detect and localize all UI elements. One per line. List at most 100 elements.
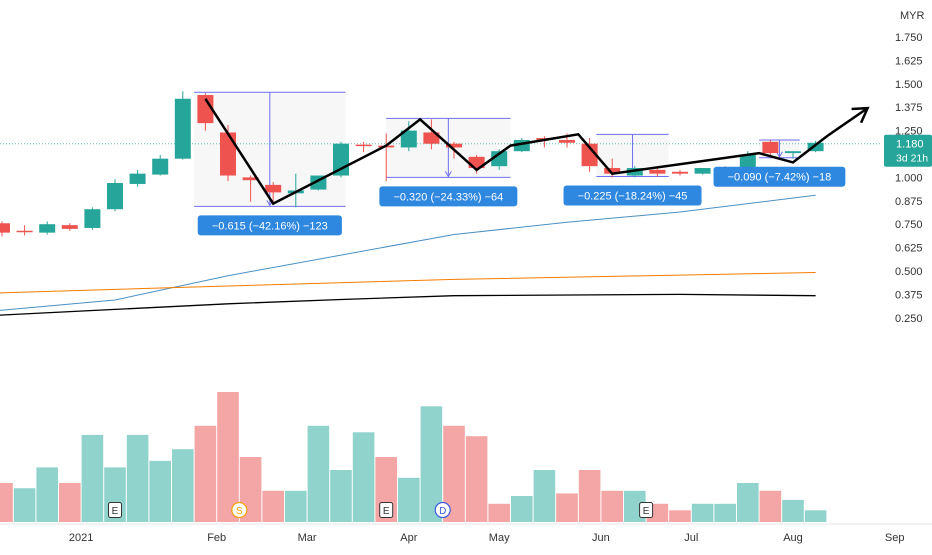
volume-bar <box>578 470 601 522</box>
time-tick-label: Sep <box>885 532 905 544</box>
candle-body <box>39 224 56 233</box>
candle-body <box>446 143 462 148</box>
volume-bar <box>782 499 804 522</box>
volume-bar <box>81 434 104 522</box>
candle-body <box>220 132 236 176</box>
volume-bar <box>217 392 239 522</box>
volume-bar <box>804 510 827 522</box>
moving-average-mid <box>0 272 816 294</box>
candle-body <box>16 230 33 233</box>
currency-label: MYR <box>900 10 925 22</box>
candle-body <box>423 132 440 144</box>
volume-bar <box>330 470 352 522</box>
moving-average-short <box>0 194 816 311</box>
price-tick-label: 0.250 <box>895 313 923 325</box>
measure-label-bg <box>197 215 342 236</box>
volume-bar <box>149 460 171 522</box>
candle-body <box>0 223 10 233</box>
measure-arrow-head <box>444 171 452 178</box>
measure-arrow-head <box>776 151 783 158</box>
volume-bar <box>36 467 58 522</box>
candle-body <box>807 142 824 152</box>
last-price-value: 1.180 <box>896 139 924 151</box>
volume-bar <box>59 483 81 522</box>
time-tick-label: Aug <box>783 532 803 544</box>
earnings-marker <box>639 502 654 518</box>
price-tick-label: 1.375 <box>895 102 923 114</box>
candle-body <box>649 169 666 174</box>
event-marker-letter: E <box>112 506 119 517</box>
price-tick-label: 1.625 <box>895 55 923 67</box>
candle-body <box>400 130 417 148</box>
measure-label: −0.225 (−18.24%) −45 <box>578 190 688 202</box>
measure-label: −0.090 (−7.42%) −18 <box>728 172 832 184</box>
time-axis[interactable]: 2021 Feb Mar Apr May Jun Jul Aug Sep <box>0 523 932 544</box>
measure-label-bg <box>563 185 702 206</box>
event-marker-letter: E <box>643 506 650 517</box>
volume-bar <box>601 490 623 522</box>
volume-bar <box>262 490 284 522</box>
last-price-tag <box>884 134 932 167</box>
price-tick-label: 1.500 <box>895 79 923 91</box>
candle-body <box>739 154 756 170</box>
earnings-marker <box>108 502 122 518</box>
time-tick-label: May <box>489 532 510 544</box>
candle-body <box>762 141 779 154</box>
zigzag-arrow-head <box>851 106 870 124</box>
volume-bar <box>172 449 194 522</box>
measure-label-bg <box>713 166 846 187</box>
measure-label-bg <box>379 186 518 207</box>
candle-body <box>61 225 78 229</box>
candle-body <box>84 209 101 228</box>
candle-body <box>694 168 711 174</box>
event-marker-letter: S <box>236 506 243 517</box>
volume-bar <box>285 490 307 522</box>
price-tick-label: 0.750 <box>895 219 923 231</box>
price-axis[interactable]: MYR 1.750 1.625 1.500 1.375 1.250 1.000 0.875 0.… <box>884 10 932 325</box>
volume-bar <box>714 503 736 522</box>
candle-body <box>197 95 214 124</box>
price-tick-label: 0.875 <box>895 196 923 208</box>
price-tick-label: 1.250 <box>895 126 923 138</box>
price-tick-label: 1.000 <box>895 172 923 184</box>
moving-average-layer <box>0 194 816 316</box>
volume-bar <box>669 510 691 522</box>
volume-bar <box>737 483 759 522</box>
zigzag-pattern-line <box>204 98 869 206</box>
time-tick-label: Jun <box>592 532 610 544</box>
volume-bar <box>759 490 782 522</box>
candle-body <box>152 158 169 175</box>
volume-bar <box>443 425 465 522</box>
candle-body <box>265 184 282 193</box>
candle-body <box>513 139 530 152</box>
price-tick-label: 0.625 <box>895 243 923 255</box>
candle-body <box>355 144 372 147</box>
time-tick-label: Jul <box>684 532 698 544</box>
volume-bar <box>352 432 375 522</box>
volume-bar <box>398 477 420 522</box>
candle-body <box>491 151 508 167</box>
candle-body <box>174 98 191 159</box>
event-marker-letter: E <box>383 506 390 517</box>
candle-body <box>604 168 621 174</box>
volume-bar <box>307 425 330 522</box>
dividend-marker <box>434 501 451 519</box>
measure-label: −0.615 (−42.16%) −123 <box>212 220 328 232</box>
volume-bar <box>533 470 556 522</box>
candle-body <box>107 183 123 210</box>
moving-average-long <box>0 293 816 316</box>
candle-body <box>672 171 688 174</box>
volume-bar <box>488 503 510 522</box>
candle-body <box>468 156 485 169</box>
price-tick-label: 0.375 <box>895 289 923 301</box>
price-tick-label: 0.500 <box>895 266 923 278</box>
volume-bar <box>691 503 714 522</box>
measurement-label-layer: −0.615 (−42.16%) −123 −0.320 (−24.33%) −6… <box>197 166 846 236</box>
time-tick-label: Mar <box>298 532 317 544</box>
volume-bar <box>420 406 443 522</box>
volume-bar <box>465 436 488 522</box>
split-marker <box>231 501 248 519</box>
